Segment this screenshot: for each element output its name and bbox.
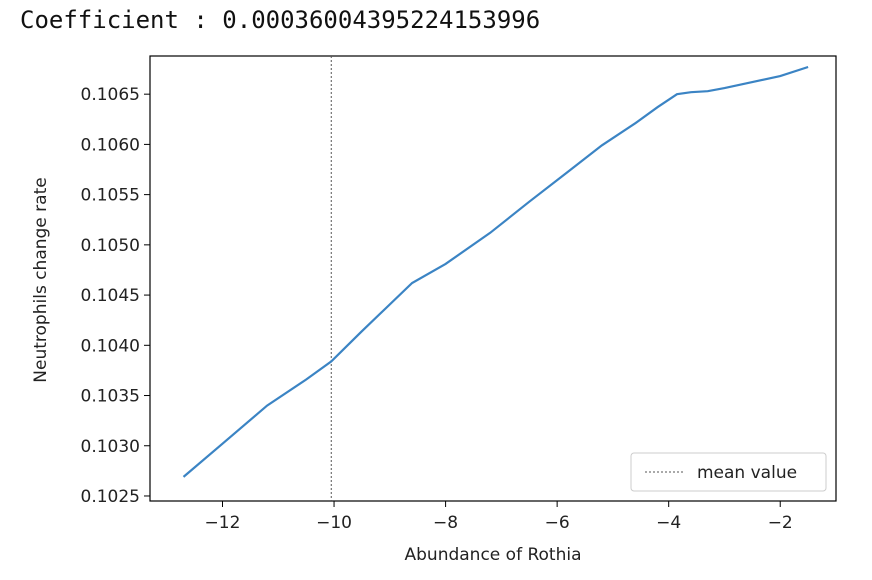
y-tick-label: 0.1055 bbox=[81, 186, 140, 206]
y-axis-label: Neutrophils change rate bbox=[31, 177, 51, 382]
legend-entry-mean-value: mean value bbox=[697, 463, 797, 483]
y-axis-ticks: 0.1025 0.1030 0.1035 0.1040 0.1045 0.1050 0.10… bbox=[81, 85, 150, 507]
y-tick-label: 0.1025 bbox=[81, 487, 140, 507]
series-line bbox=[182, 65, 809, 478]
x-tick-label: −12 bbox=[205, 513, 241, 533]
x-axis-label: Abundance of Rothia bbox=[405, 545, 582, 565]
y-tick-label: 0.1065 bbox=[81, 85, 140, 105]
x-tick-label: −4 bbox=[656, 513, 681, 533]
plot-area-frame bbox=[149, 55, 837, 502]
y-tick-label: 0.1060 bbox=[81, 135, 140, 155]
x-tick-label: −10 bbox=[316, 513, 352, 533]
y-tick-label: 0.1035 bbox=[81, 387, 140, 407]
y-tick-label: 0.1045 bbox=[81, 286, 140, 306]
x-tick-label: −2 bbox=[768, 513, 793, 533]
x-tick-label: −6 bbox=[545, 513, 570, 533]
x-tick-label: −8 bbox=[433, 513, 458, 533]
y-tick-label: 0.1030 bbox=[81, 437, 140, 457]
y-tick-label: 0.1050 bbox=[81, 236, 140, 256]
legend-box bbox=[630, 452, 827, 492]
coefficient-text: Coefficient : 0.00036004395224153996 bbox=[20, 6, 541, 34]
x-axis-ticks: −12 −10 −8 −6 −4 −2 bbox=[205, 501, 793, 533]
y-tick-label: 0.1040 bbox=[81, 336, 140, 356]
legend: mean value bbox=[630, 452, 827, 492]
